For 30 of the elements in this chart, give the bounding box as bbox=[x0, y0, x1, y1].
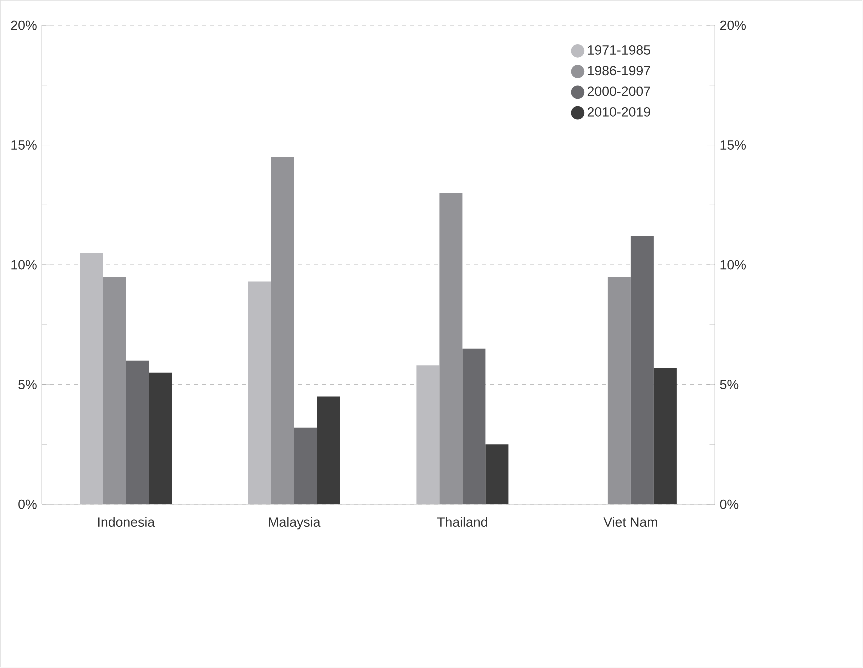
legend-label: 2000-2007 bbox=[588, 86, 650, 96]
y2-tick-label: 20% bbox=[720, 20, 746, 30]
y2-tick-label: 0% bbox=[720, 500, 739, 510]
y-tick-label: 20% bbox=[11, 20, 37, 30]
y-tick-label: 15% bbox=[12, 140, 37, 150]
legend-label: 1986-1997 bbox=[588, 66, 650, 76]
bar bbox=[608, 277, 631, 505]
bar bbox=[630, 236, 654, 505]
x-tick-label: Viet Nam bbox=[604, 517, 658, 528]
bar bbox=[126, 360, 150, 505]
bar bbox=[149, 372, 172, 505]
bar bbox=[271, 157, 294, 505]
bar bbox=[440, 193, 463, 505]
bar bbox=[486, 444, 509, 505]
x-tick-label: Indonesia bbox=[98, 517, 156, 528]
legend-label: 2010-2019 bbox=[588, 107, 650, 117]
x-tick-label: Malaysia bbox=[269, 517, 321, 530]
y2-tick-label: 5% bbox=[720, 380, 739, 390]
bar bbox=[462, 348, 486, 505]
x-tick-label: Thailand bbox=[437, 517, 488, 528]
y2-tick-label: 10% bbox=[720, 260, 746, 270]
y-tick-label: 0% bbox=[18, 500, 37, 510]
bar bbox=[317, 396, 340, 505]
y-tick-label: 10% bbox=[12, 260, 37, 270]
y-tick-label: 5% bbox=[18, 380, 37, 390]
bar bbox=[103, 277, 126, 505]
bar bbox=[654, 368, 677, 505]
legend-label: 1971-1985 bbox=[588, 46, 650, 55]
bar bbox=[294, 428, 318, 505]
y2-tick-label: 15% bbox=[720, 140, 746, 150]
